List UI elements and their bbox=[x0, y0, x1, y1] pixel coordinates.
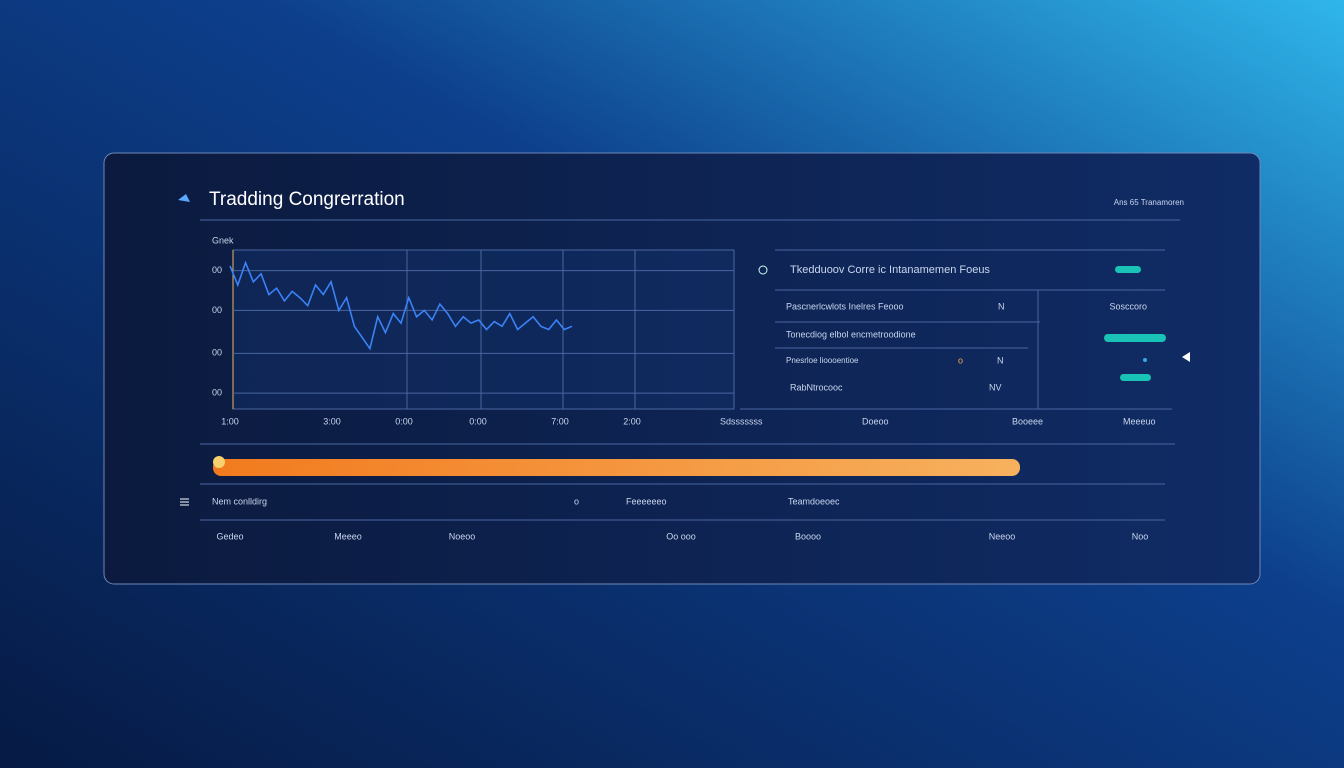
chart: 00 00 00 00 1:00 3:00 0:00 0:00 7:00 2:00 bbox=[212, 250, 734, 426]
logo bbox=[178, 194, 190, 202]
footer-label: Sdsssssss bbox=[720, 416, 763, 426]
cell: Sosccoro bbox=[1109, 301, 1147, 311]
title: Tradding Congrerration bbox=[209, 189, 405, 210]
x-tick-label: 0:00 bbox=[395, 416, 413, 426]
pill bbox=[1120, 374, 1151, 381]
arrow bbox=[1182, 352, 1190, 362]
icon bbox=[758, 265, 768, 275]
cell: Teamdoeoec bbox=[788, 496, 840, 506]
plot-area bbox=[232, 249, 735, 410]
footer-label: Booeee bbox=[1012, 416, 1043, 426]
cell: N bbox=[998, 301, 1005, 311]
cell: Pnesrloe lioooentioe bbox=[786, 356, 859, 365]
cell: N bbox=[997, 355, 1004, 365]
progress-bar bbox=[213, 459, 1020, 476]
footer-label: Doeoo bbox=[862, 416, 889, 426]
price-line bbox=[229, 260, 573, 351]
x-tick-label: 7:00 bbox=[551, 416, 569, 426]
progress-knob bbox=[213, 456, 225, 468]
x-tick-label: 1:00 bbox=[221, 416, 239, 426]
chart-label: Gnek bbox=[212, 235, 234, 245]
meta: Ans 65 Tranamoren bbox=[1114, 198, 1184, 207]
footer-label: Meeeuo bbox=[1123, 416, 1156, 426]
pill bbox=[1115, 266, 1141, 273]
cell: RabNtrocooc bbox=[790, 382, 843, 392]
cell: Feeeeeeo bbox=[626, 496, 667, 506]
pill bbox=[1104, 334, 1166, 342]
footer-label: Meeeo bbox=[334, 531, 362, 541]
y-tick-label: 00 bbox=[212, 348, 222, 358]
y-tick-label: 00 bbox=[212, 265, 222, 275]
x-tick-label: 0:00 bbox=[469, 416, 487, 426]
cell: o bbox=[958, 355, 963, 365]
cell: Tonecdiog elbol encmetroodione bbox=[786, 329, 916, 339]
footer-label: Noeoo bbox=[449, 531, 476, 541]
footer-label: Noo bbox=[1132, 531, 1149, 541]
x-tick-label: 2:00 bbox=[623, 416, 641, 426]
dot bbox=[1143, 358, 1147, 362]
x-tick-label: 3:00 bbox=[323, 416, 341, 426]
footer-label: Gedeo bbox=[216, 531, 243, 541]
cell: NV bbox=[989, 382, 1002, 392]
y-tick-label: 00 bbox=[212, 305, 222, 315]
cell: Pascnerlcwlots Inelres Feooo bbox=[786, 301, 904, 311]
cell: o bbox=[574, 496, 579, 506]
bottom-label: Nem conlldirg bbox=[212, 496, 267, 506]
bottom-footer: Gedeo Meeeo Noeoo Oo ooo Boooo Neeoo Noo bbox=[216, 531, 1148, 541]
side-heading: Tkedduoov Corre ic Intanamemen Foeus bbox=[790, 264, 990, 276]
footer-label: Boooo bbox=[795, 531, 821, 541]
y-tick-label: 00 bbox=[212, 387, 222, 397]
menu-icon bbox=[180, 498, 189, 506]
footer-label: Oo ooo bbox=[666, 531, 696, 541]
footer-label: Neeoo bbox=[989, 531, 1016, 541]
